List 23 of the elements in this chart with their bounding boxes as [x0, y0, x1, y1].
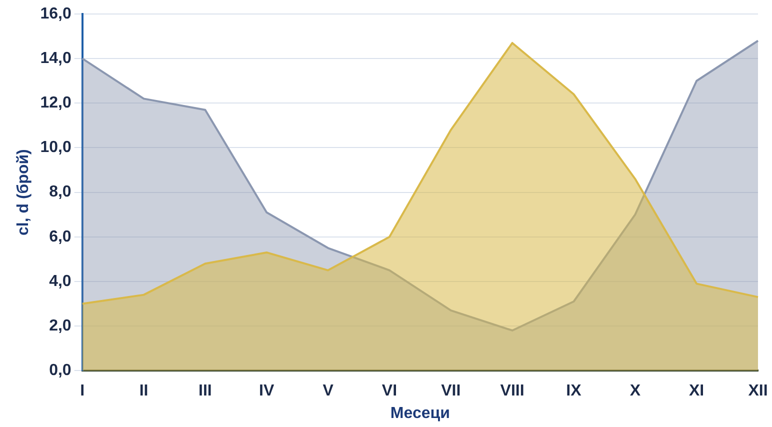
x-tick-label: IV — [259, 382, 274, 400]
y-tick-label: 16,0 — [40, 5, 72, 22]
x-tick-label: II — [139, 382, 148, 400]
x-tick-label: VIII — [500, 382, 524, 400]
x-tick-label: IX — [566, 382, 582, 400]
x-tick-label: V — [322, 382, 334, 400]
x-tick-label: XI — [689, 382, 704, 400]
y-tick-label: 14,0 — [40, 50, 72, 67]
y-axis-title: cl, d (брой) — [15, 149, 32, 236]
y-tick-label: 6,0 — [49, 228, 72, 246]
x-tick-label: VII — [441, 382, 461, 400]
y-tick-label: 2,0 — [49, 317, 72, 334]
y-tick-label: 12,0 — [40, 94, 72, 112]
y-tick-label: 8,0 — [49, 184, 72, 201]
y-tick-label: 10,0 — [40, 139, 72, 156]
y-tick-label: 0,0 — [49, 362, 72, 380]
y-tick-label: 4,0 — [49, 272, 72, 290]
x-tick-label: III — [198, 382, 212, 400]
x-tick-label: VI — [382, 382, 398, 400]
x-tick-label: I — [80, 382, 85, 400]
x-tick-label: XII — [748, 382, 768, 400]
x-tick-label: X — [630, 382, 641, 400]
x-axis-title: Месеци — [390, 404, 450, 422]
